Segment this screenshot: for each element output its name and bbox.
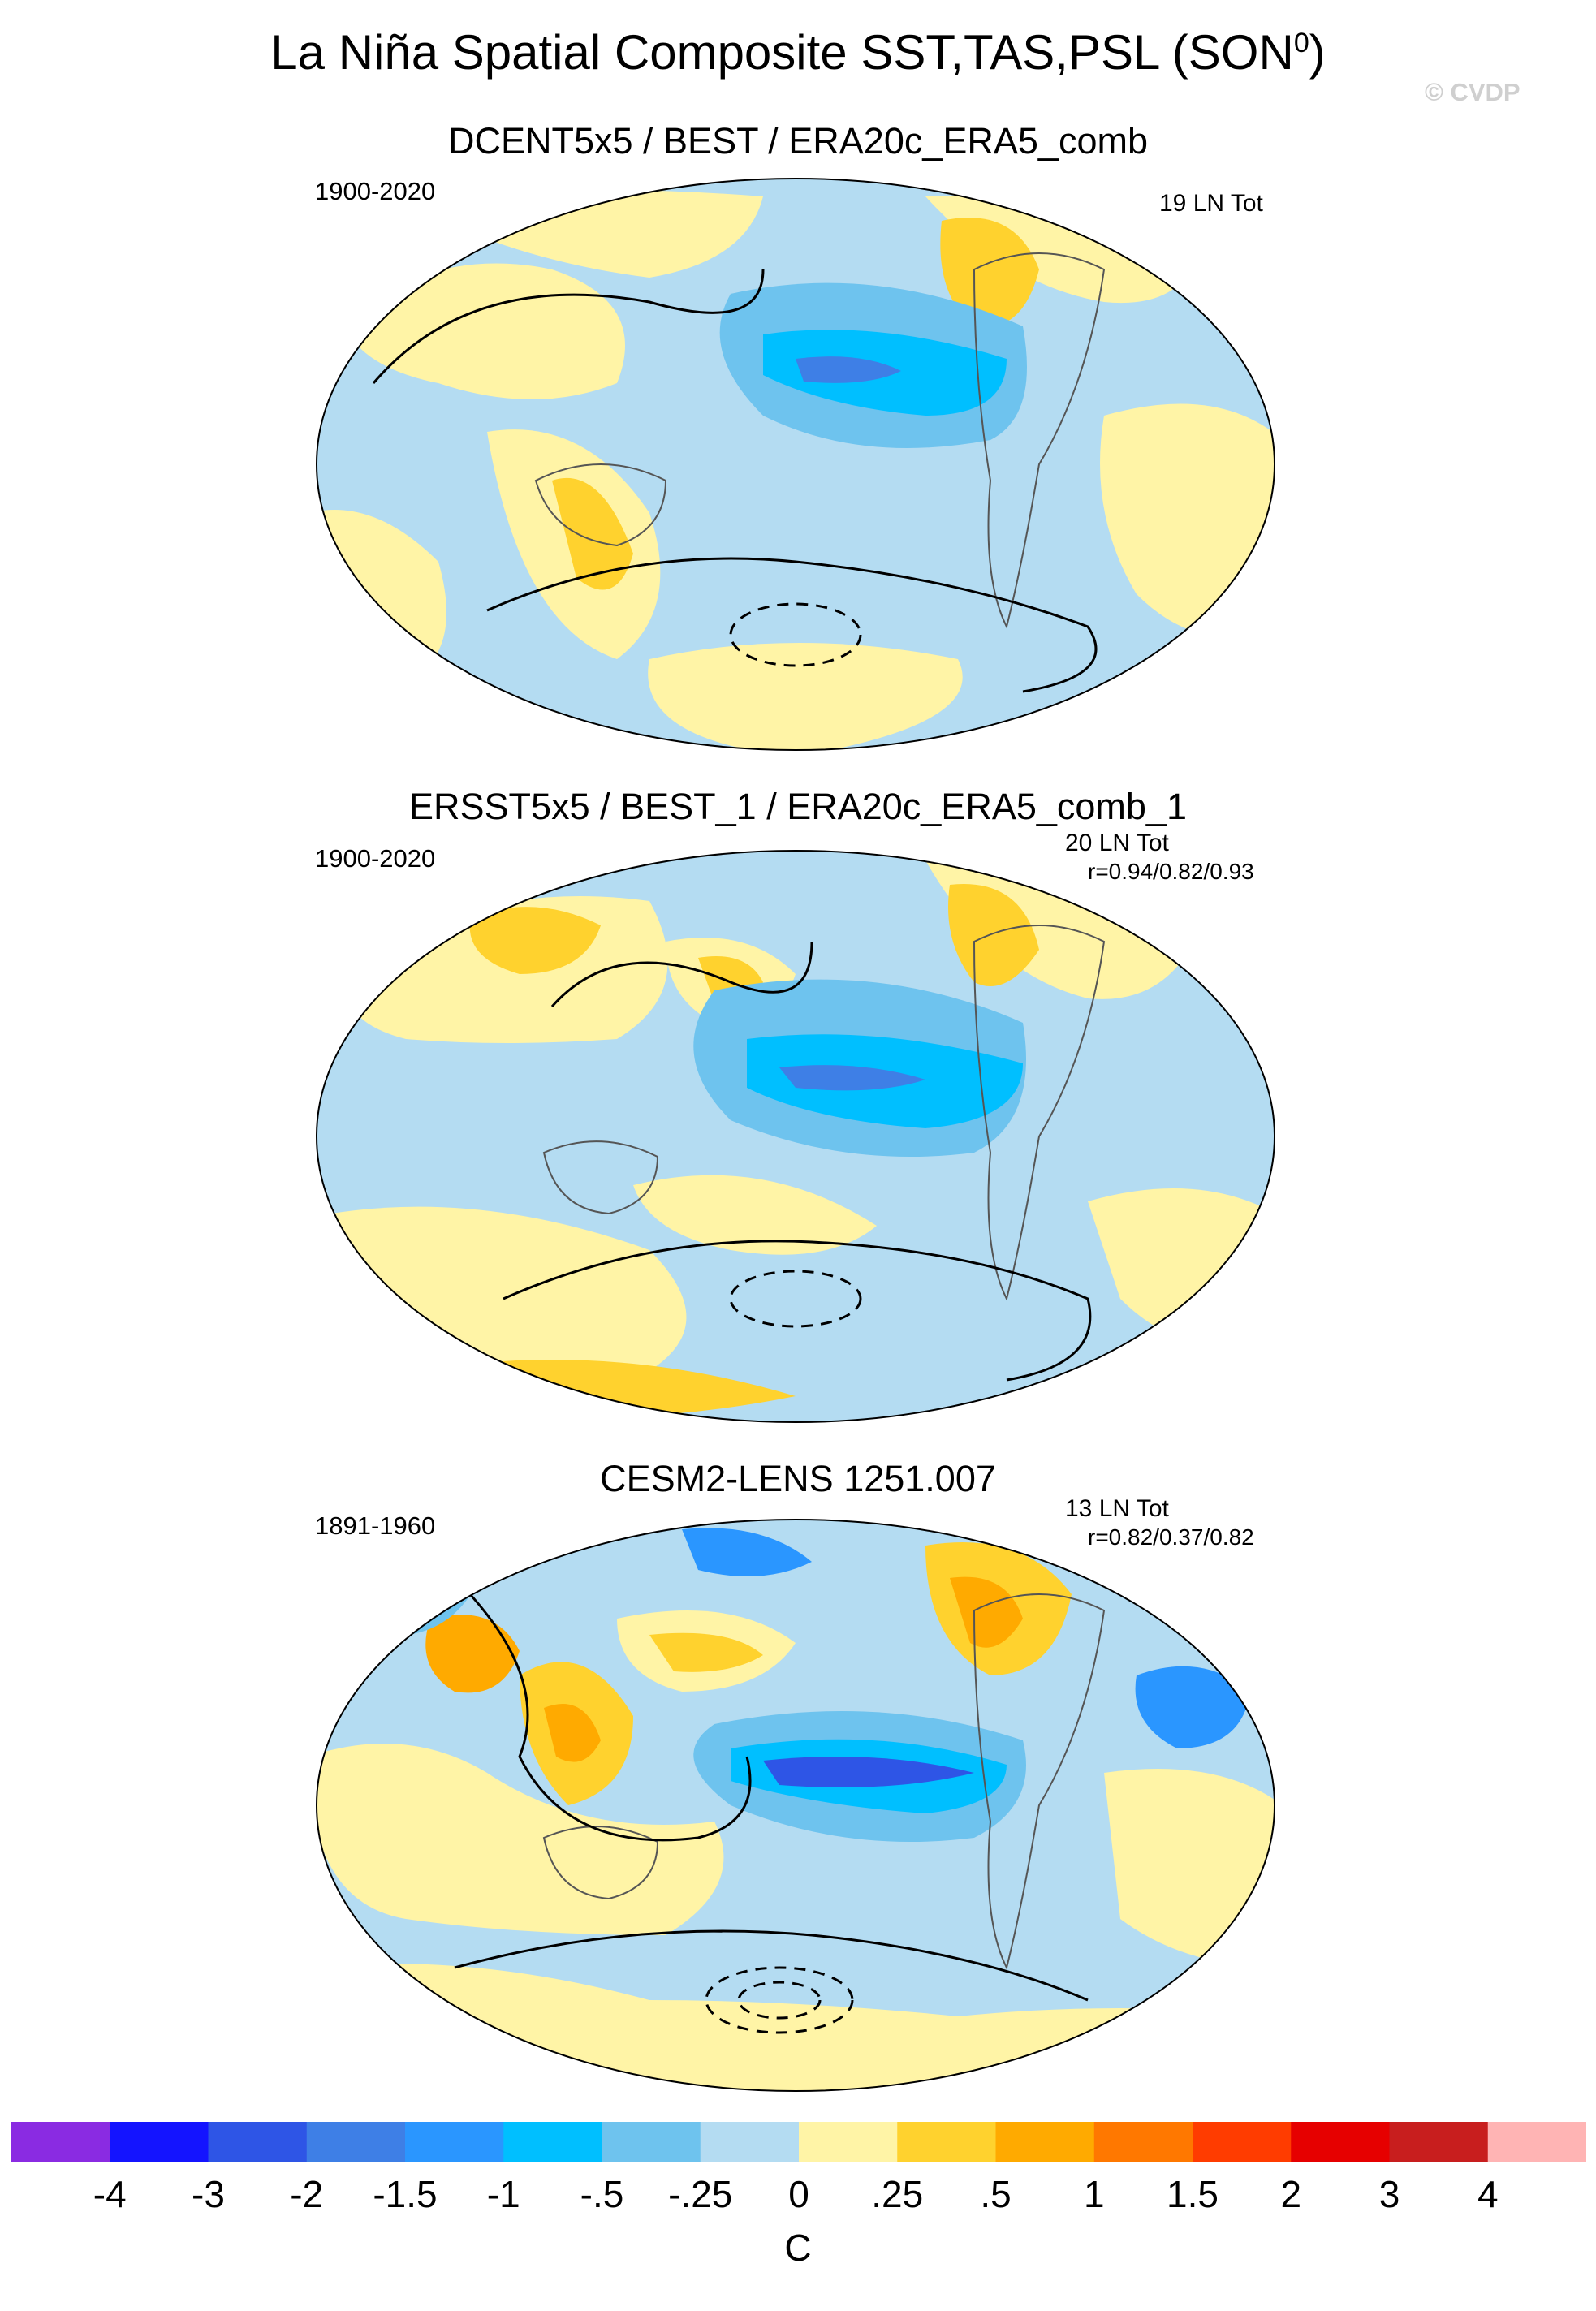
panel-2-count: 20 LN Tot — [1065, 830, 1169, 856]
coastline — [542, 1140, 659, 1215]
coastline — [973, 1593, 1106, 1970]
colorbar-swatch — [110, 2122, 209, 2162]
colorbar-swatch — [208, 2122, 308, 2162]
colorbar-units: C — [784, 2227, 812, 2269]
cool-anomaly-patch — [796, 356, 901, 383]
warm-anomaly-patch — [341, 263, 625, 399]
panel-3-period: 1891-1960 — [315, 1511, 436, 1540]
colorbar-swatch — [405, 2122, 504, 2162]
coastline — [973, 925, 1106, 1301]
colorbar-tick-label: -.25 — [668, 2173, 733, 2215]
colorbar-tick-label: -1 — [486, 2173, 520, 2215]
cool-anomaly-patch — [779, 1065, 925, 1091]
panel-2-title: ERSST5x5 / BEST_1 / ERA20c_ERA5_comb_1 — [409, 786, 1187, 827]
cool-anomaly-patch — [763, 1757, 974, 1787]
panel-3-count: 13 LN Tot — [1065, 1495, 1169, 1522]
colorbar-tick-label: 0 — [788, 2173, 809, 2215]
psl-contour — [454, 1929, 1089, 2002]
map-border — [316, 1519, 1275, 2092]
panel-2-correlation: r=0.94/0.82/0.93 — [1088, 859, 1254, 884]
colorbar-swatch — [700, 2122, 800, 2162]
colorbar-swatch — [1487, 2122, 1586, 2162]
psl-contour-negative — [737, 1981, 822, 2020]
colorbar-swatch — [995, 2122, 1095, 2162]
panel-3-title: CESM2-LENS 1251.007 — [600, 1458, 996, 1499]
colorbar-tick-label: -3 — [192, 2173, 225, 2215]
cool-anomaly-patch — [682, 1528, 812, 1576]
colorbar-tick-label: -4 — [93, 2173, 127, 2215]
psl-contour — [550, 941, 813, 1007]
psl-contour — [453, 1576, 752, 1842]
colorbar-swatch — [1193, 2122, 1292, 2162]
main-title: La Niña Spatial Composite SST,TAS,PSL (S… — [270, 25, 1326, 80]
colorbar-swatch — [897, 2122, 996, 2162]
colorbar-tick-label: 1 — [1083, 2173, 1105, 2215]
colorbar-tick-label: .25 — [871, 2173, 924, 2215]
colorbar-tick-label: -.5 — [580, 2173, 624, 2215]
warm-anomaly-patch — [948, 884, 1039, 986]
warm-anomaly-patch — [950, 1576, 1023, 1648]
psl-contour-negative — [729, 602, 862, 667]
colorbar-swatch — [503, 2122, 602, 2162]
colorbar-swatch — [306, 2122, 406, 2162]
warm-anomaly-patch — [425, 1615, 520, 1693]
psl-contour — [372, 269, 765, 384]
panel-1-count: 19 LN Tot — [1159, 190, 1263, 217]
coastline — [534, 463, 667, 547]
panel-1-period: 1900-2020 — [315, 177, 436, 205]
panel-2-period: 1900-2020 — [315, 844, 436, 873]
psl-contour-negative — [705, 1966, 854, 2034]
colorbar-swatch — [602, 2122, 701, 2162]
colorbar — [11, 2122, 1586, 2162]
warm-anomaly-patch — [649, 1632, 763, 1672]
colorbar-tick-label: .5 — [980, 2173, 1012, 2215]
watermark: © CVDP — [1425, 78, 1521, 106]
warm-anomaly-patch — [633, 1175, 877, 1255]
psl-contour — [503, 1240, 1092, 1382]
panel-1-title: DCENT5x5 / BEST / ERA20c_ERA5_comb — [447, 120, 1148, 162]
cool-anomaly-patch — [1135, 1666, 1250, 1748]
warm-anomaly-patch — [940, 218, 1039, 328]
panel-3-correlation: r=0.82/0.37/0.82 — [1088, 1524, 1254, 1550]
coastline — [973, 252, 1106, 629]
colorbar-tick-label: 4 — [1477, 2173, 1499, 2215]
warm-anomaly-patch — [544, 1704, 601, 1762]
map-border — [316, 850, 1275, 1423]
colorbar-swatch — [799, 2122, 898, 2162]
colorbar-tick-label: 1.5 — [1167, 2173, 1219, 2215]
warm-anomaly-patch — [317, 1744, 724, 1935]
warm-anomaly-patch — [552, 477, 633, 590]
colorbar-tick-label: -1.5 — [373, 2173, 438, 2215]
colorbar-swatch — [1093, 2122, 1193, 2162]
colorbar-swatch — [11, 2122, 110, 2162]
colorbar-tick-label: 2 — [1280, 2173, 1302, 2215]
panel-2-map — [316, 850, 1275, 1423]
warm-anomaly-patch — [469, 907, 601, 974]
colorbar-tick-label: -2 — [290, 2173, 324, 2215]
panel-1-map — [316, 178, 1275, 751]
warm-anomaly-patch — [648, 643, 963, 750]
map-border — [316, 178, 1275, 751]
colorbar-swatch — [1389, 2122, 1489, 2162]
coastline — [542, 1826, 659, 1900]
colorbar-swatch — [1291, 2122, 1390, 2162]
panel-3-map — [316, 1519, 1275, 2092]
psl-contour-negative — [729, 1270, 862, 1328]
psl-contour — [486, 557, 1098, 693]
colorbar-tick-label: 3 — [1378, 2173, 1400, 2215]
